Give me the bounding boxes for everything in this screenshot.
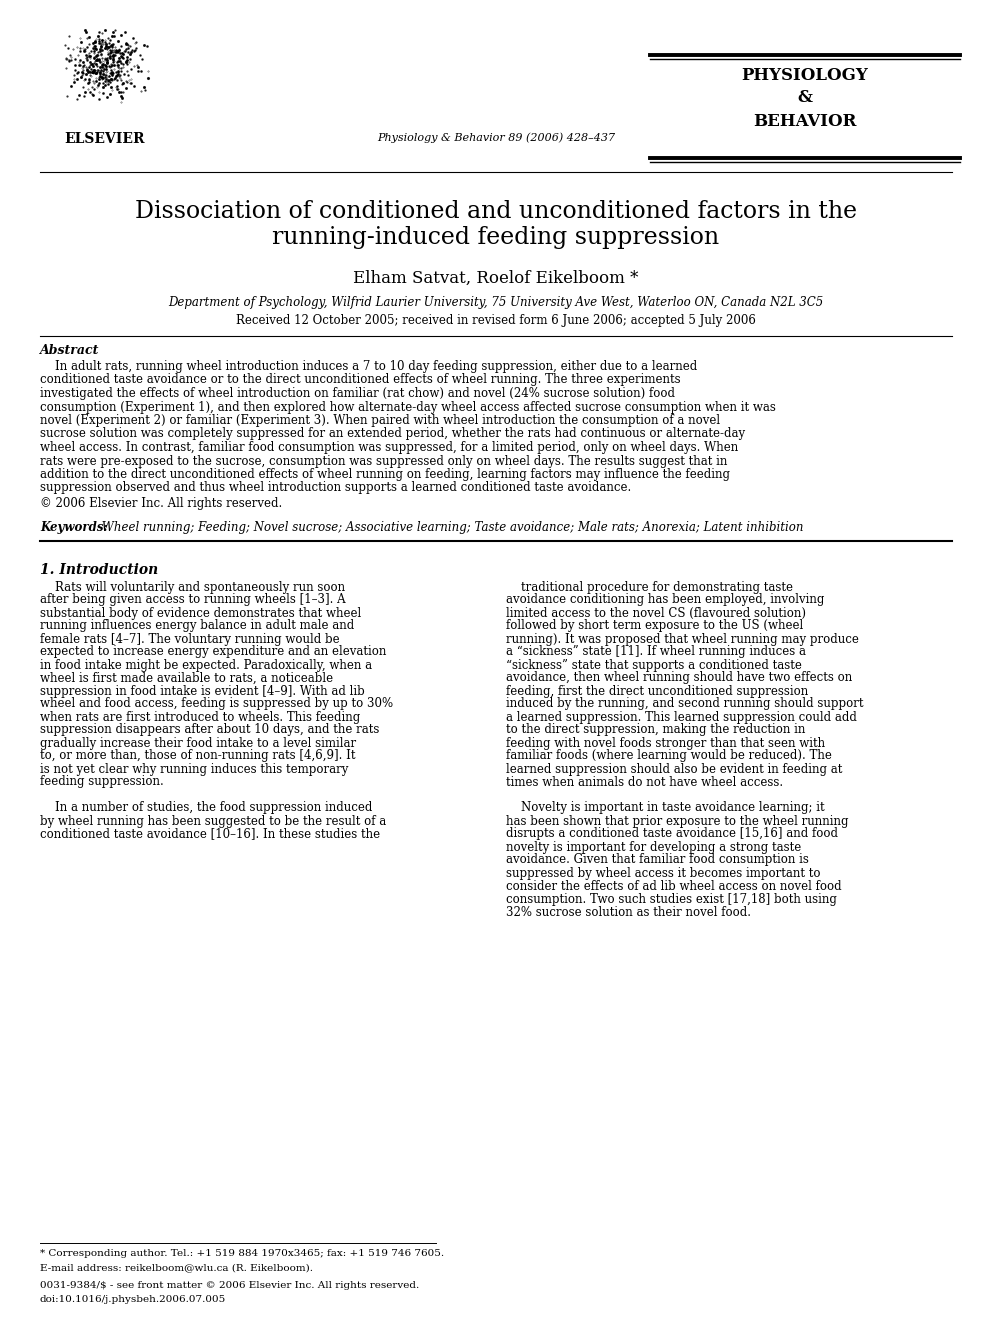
- Text: consumption (Experiment 1), and then explored how alternate-day wheel access aff: consumption (Experiment 1), and then exp…: [40, 401, 776, 414]
- Text: expected to increase energy expenditure and an elevation: expected to increase energy expenditure …: [40, 646, 386, 659]
- Text: is not yet clear why running induces this temporary: is not yet clear why running induces thi…: [40, 762, 348, 775]
- Text: running influences energy balance in adult male and: running influences energy balance in adu…: [40, 619, 354, 632]
- Text: rats were pre-exposed to the sucrose, consumption was suppressed only on wheel d: rats were pre-exposed to the sucrose, co…: [40, 455, 727, 467]
- Text: induced by the running, and second running should support: induced by the running, and second runni…: [506, 697, 863, 710]
- Text: 0031-9384/$ - see front matter © 2006 Elsevier Inc. All rights reserved.: 0031-9384/$ - see front matter © 2006 El…: [40, 1281, 420, 1290]
- Text: by wheel running has been suggested to be the result of a: by wheel running has been suggested to b…: [40, 815, 386, 827]
- Text: ELSEVIER: ELSEVIER: [64, 132, 145, 146]
- Text: In a number of studies, the food suppression induced: In a number of studies, the food suppres…: [40, 802, 372, 815]
- Text: consumption. Two such studies exist [17,18] both using: consumption. Two such studies exist [17,…: [506, 893, 837, 905]
- Text: learned suppression should also be evident in feeding at: learned suppression should also be evide…: [506, 762, 842, 775]
- Text: “sickness” state that supports a conditioned taste: “sickness” state that supports a conditi…: [506, 659, 802, 672]
- Text: BEHAVIOR: BEHAVIOR: [753, 112, 857, 130]
- Text: female rats [4–7]. The voluntary running would be: female rats [4–7]. The voluntary running…: [40, 632, 339, 646]
- Text: 1. Introduction: 1. Introduction: [40, 562, 159, 577]
- Text: traditional procedure for demonstrating taste: traditional procedure for demonstrating …: [506, 581, 793, 594]
- Text: a “sickness” state [11]. If wheel running induces a: a “sickness” state [11]. If wheel runnin…: [506, 646, 806, 659]
- Text: limited access to the novel CS (flavoured solution): limited access to the novel CS (flavoure…: [506, 606, 806, 619]
- Text: doi:10.1016/j.physbeh.2006.07.005: doi:10.1016/j.physbeh.2006.07.005: [40, 1295, 226, 1304]
- Text: &: &: [798, 89, 812, 106]
- Text: running-induced feeding suppression: running-induced feeding suppression: [273, 226, 719, 249]
- Text: novelty is important for developing a strong taste: novelty is important for developing a st…: [506, 840, 802, 853]
- Text: sucrose solution was completely suppressed for an extended period, whether the r: sucrose solution was completely suppress…: [40, 427, 745, 441]
- Text: © 2006 Elsevier Inc. All rights reserved.: © 2006 Elsevier Inc. All rights reserved…: [40, 497, 283, 509]
- Text: Physiology & Behavior 89 (2006) 428–437: Physiology & Behavior 89 (2006) 428–437: [377, 132, 615, 143]
- Text: investigated the effects of wheel introduction on familiar (rat chow) and novel : investigated the effects of wheel introd…: [40, 388, 675, 400]
- Text: to, or more than, those of non-running rats [4,6,9]. It: to, or more than, those of non-running r…: [40, 750, 355, 762]
- Text: conditioned taste avoidance [10–16]. In these studies the: conditioned taste avoidance [10–16]. In …: [40, 827, 380, 840]
- Text: Novelty is important in taste avoidance learning; it: Novelty is important in taste avoidance …: [506, 802, 824, 815]
- Text: times when animals do not have wheel access.: times when animals do not have wheel acc…: [506, 775, 783, 789]
- Text: consider the effects of ad lib wheel access on novel food: consider the effects of ad lib wheel acc…: [506, 880, 841, 893]
- Text: PHYSIOLOGY: PHYSIOLOGY: [742, 67, 868, 83]
- Text: novel (Experiment 2) or familiar (Experiment 3). When paired with wheel introduc: novel (Experiment 2) or familiar (Experi…: [40, 414, 720, 427]
- Text: Elham Satvat, Roelof Eikelboom *: Elham Satvat, Roelof Eikelboom *: [353, 270, 639, 287]
- Text: In adult rats, running wheel introduction induces a 7 to 10 day feeding suppress: In adult rats, running wheel introductio…: [40, 360, 697, 373]
- Text: avoidance, then wheel running should have two effects on: avoidance, then wheel running should hav…: [506, 672, 852, 684]
- Text: avoidance conditioning has been employed, involving: avoidance conditioning has been employed…: [506, 594, 824, 606]
- Text: Abstract: Abstract: [40, 344, 99, 357]
- Text: suppression in food intake is evident [4–9]. With ad lib: suppression in food intake is evident [4…: [40, 684, 365, 697]
- Text: feeding with novel foods stronger than that seen with: feeding with novel foods stronger than t…: [506, 737, 825, 750]
- Text: addition to the direct unconditioned effects of wheel running on feeding, learni: addition to the direct unconditioned eff…: [40, 468, 730, 482]
- Text: feeding, first the direct unconditioned suppression: feeding, first the direct unconditioned …: [506, 684, 808, 697]
- Text: conditioned taste avoidance or to the direct unconditioned effects of wheel runn: conditioned taste avoidance or to the di…: [40, 373, 681, 386]
- Text: wheel access. In contrast, familiar food consumption was suppressed, for a limit: wheel access. In contrast, familiar food…: [40, 441, 738, 454]
- Text: after being given access to running wheels [1–3]. A: after being given access to running whee…: [40, 594, 345, 606]
- Text: Received 12 October 2005; received in revised form 6 June 2006; accepted 5 July : Received 12 October 2005; received in re…: [236, 314, 756, 327]
- Text: in food intake might be expected. Paradoxically, when a: in food intake might be expected. Parado…: [40, 659, 372, 672]
- Text: E-mail address: reikelboom@wlu.ca (R. Eikelboom).: E-mail address: reikelboom@wlu.ca (R. Ei…: [40, 1263, 313, 1271]
- Text: suppression observed and thus wheel introduction supports a learned conditioned : suppression observed and thus wheel intr…: [40, 482, 631, 495]
- Text: 32% sucrose solution as their novel food.: 32% sucrose solution as their novel food…: [506, 905, 751, 918]
- Text: a learned suppression. This learned suppression could add: a learned suppression. This learned supp…: [506, 710, 857, 724]
- Text: familiar foods (where learning would be reduced). The: familiar foods (where learning would be …: [506, 750, 832, 762]
- Text: running). It was proposed that wheel running may produce: running). It was proposed that wheel run…: [506, 632, 859, 646]
- Text: gradually increase their food intake to a level similar: gradually increase their food intake to …: [40, 737, 356, 750]
- Text: Department of Psychology, Wilfrid Laurier University, 75 University Ave West, Wa: Department of Psychology, Wilfrid Laurie…: [169, 296, 823, 310]
- Text: avoidance. Given that familiar food consumption is: avoidance. Given that familiar food cons…: [506, 853, 808, 867]
- Text: * Corresponding author. Tel.: +1 519 884 1970x3465; fax: +1 519 746 7605.: * Corresponding author. Tel.: +1 519 884…: [40, 1249, 444, 1258]
- Text: followed by short term exposure to the US (wheel: followed by short term exposure to the U…: [506, 619, 804, 632]
- Text: wheel is first made available to rats, a noticeable: wheel is first made available to rats, a…: [40, 672, 333, 684]
- Text: when rats are first introduced to wheels. This feeding: when rats are first introduced to wheels…: [40, 710, 360, 724]
- Text: has been shown that prior exposure to the wheel running: has been shown that prior exposure to th…: [506, 815, 848, 827]
- Text: feeding suppression.: feeding suppression.: [40, 775, 164, 789]
- Text: Dissociation of conditioned and unconditioned factors in the: Dissociation of conditioned and uncondit…: [135, 200, 857, 224]
- Text: substantial body of evidence demonstrates that wheel: substantial body of evidence demonstrate…: [40, 606, 361, 619]
- Text: Wheel running; Feeding; Novel sucrose; Associative learning; Taste avoidance; Ma: Wheel running; Feeding; Novel sucrose; A…: [98, 520, 804, 533]
- Text: to the direct suppression, making the reduction in: to the direct suppression, making the re…: [506, 724, 806, 737]
- Text: suppressed by wheel access it becomes important to: suppressed by wheel access it becomes im…: [506, 867, 820, 880]
- Text: Rats will voluntarily and spontaneously run soon: Rats will voluntarily and spontaneously …: [40, 581, 345, 594]
- Text: Keywords:: Keywords:: [40, 520, 108, 533]
- Text: wheel and food access, feeding is suppressed by up to 30%: wheel and food access, feeding is suppre…: [40, 697, 393, 710]
- Text: suppression disappears after about 10 days, and the rats: suppression disappears after about 10 da…: [40, 724, 379, 737]
- Text: disrupts a conditioned taste avoidance [15,16] and food: disrupts a conditioned taste avoidance […: [506, 827, 838, 840]
